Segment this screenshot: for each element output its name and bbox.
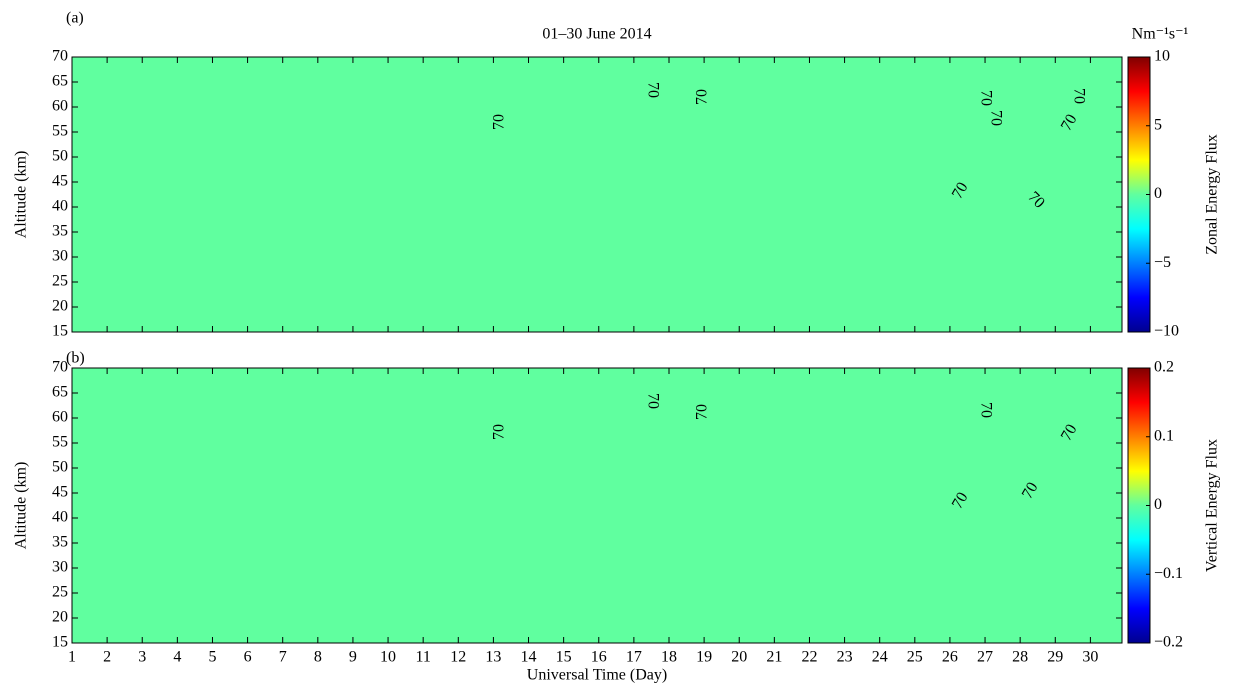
plot-frame (71, 56, 1123, 333)
y-tick-label: 25 (52, 584, 68, 601)
y-tick-label: 70 (52, 48, 68, 65)
y-axis-label: Altitude (km) (13, 151, 30, 239)
contour-label: 70 (1019, 479, 1042, 501)
y-tick-label: 50 (52, 148, 68, 165)
colorbar-tick-label: 10 (1154, 48, 1170, 65)
y-tick-label: 45 (52, 484, 68, 501)
y-tick-label: 55 (52, 123, 68, 140)
x-tick-label: 27 (977, 649, 993, 666)
y-tick-label: 15 (52, 634, 68, 651)
y-tick-label: 35 (52, 534, 68, 551)
contour-label: 70 (949, 179, 972, 201)
colorbar-label: Zonal Energy Flux (1204, 134, 1221, 255)
contour-label: 70 (491, 114, 508, 130)
colorbar-tick-label: 0.2 (1154, 359, 1174, 376)
x-tick-label: 21 (766, 649, 782, 666)
colorbar-tick-label: 0 (1154, 185, 1162, 202)
x-tick-label: 24 (872, 649, 888, 666)
x-tick-label: 12 (450, 649, 466, 666)
contour-label: 70 (949, 489, 972, 511)
y-tick-label: 45 (52, 173, 68, 190)
contour-label: 70 (694, 89, 711, 105)
y-tick-label: 40 (52, 198, 68, 215)
contour-label: 70 (1070, 88, 1087, 104)
x-tick-label: 19 (696, 649, 712, 666)
y-tick-label: 30 (52, 559, 68, 576)
colorbar-tick-label: 0 (1154, 496, 1162, 513)
contour-label: 70 (491, 424, 508, 440)
y-tick-label: 15 (52, 323, 68, 340)
panel-label: (b) (66, 350, 85, 367)
x-tick-label: 20 (731, 649, 747, 666)
x-tick-label: 11 (415, 649, 430, 666)
y-tick-label: 55 (52, 434, 68, 451)
x-tick-label: 4 (173, 649, 181, 666)
x-tick-label: 25 (907, 649, 923, 666)
x-tick-label: 1 (68, 649, 76, 666)
y-tick-label: 70 (52, 359, 68, 376)
colorbar-tick-label: −10 (1154, 323, 1179, 340)
x-tick-label: 22 (801, 649, 817, 666)
x-tick-label: 23 (837, 649, 853, 666)
colorbar-tick-label: −0.1 (1154, 565, 1183, 582)
x-tick-label: 28 (1012, 649, 1028, 666)
x-tick-label: 15 (556, 649, 572, 666)
colorbar-tick-label: −5 (1154, 254, 1171, 271)
contour-label: 70 (977, 402, 994, 418)
contour-labels: 70 70 70 70 70 70 70 70 70 70 70 70 70 7… (491, 82, 1088, 512)
x-tick-label: 3 (138, 649, 146, 666)
x-axis-label: Universal Time (Day) (527, 667, 667, 684)
chart-title: 01–30 June 2014 (542, 26, 651, 43)
colorbar-units: Nm⁻¹s⁻¹ (1132, 26, 1189, 43)
x-tick-label: 10 (380, 649, 396, 666)
y-tick-label: 65 (52, 384, 68, 401)
x-tick-label: 14 (521, 649, 537, 666)
contour-label: 70 (977, 90, 994, 106)
x-tick-label: 30 (1082, 649, 1098, 666)
y-tick-label: 65 (52, 73, 68, 90)
x-tick-label: 9 (349, 649, 357, 666)
y-tick-label: 25 (52, 273, 68, 290)
panel-label: (a) (66, 10, 84, 27)
contour-label: 70 (1058, 421, 1081, 443)
colorbar-tick-label: −0.2 (1154, 634, 1183, 651)
x-tick-label: 2 (103, 649, 111, 666)
colorbar-tick-label: 5 (1154, 116, 1162, 133)
y-tick-label: 20 (52, 298, 68, 315)
x-tick-label: 7 (279, 649, 287, 666)
x-tick-label: 17 (626, 649, 642, 666)
contour-label: 70 (694, 404, 711, 420)
contour-label: 70 (644, 393, 661, 409)
x-tick-label: 18 (661, 649, 677, 666)
x-tick-label: 29 (1047, 649, 1063, 666)
x-tick-label: 16 (591, 649, 607, 666)
contour-label: 70 (1058, 111, 1081, 133)
x-tick-label: 5 (208, 649, 216, 666)
y-tick-label: 50 (52, 459, 68, 476)
x-tick-label: 13 (485, 649, 501, 666)
colorbar-tick-label: 0.1 (1154, 427, 1174, 444)
heatmap-field (72, 57, 1122, 332)
y-tick-label: 60 (52, 409, 68, 426)
y-tick-label: 30 (52, 248, 68, 265)
y-tick-label: 40 (52, 509, 68, 526)
plot-frame (71, 367, 1123, 644)
x-tick-label: 8 (314, 649, 322, 666)
y-axis-label: Altitude (km) (13, 462, 30, 550)
colorbar-label: Vertical Energy Flux (1204, 439, 1221, 572)
contour-label: 70 (644, 82, 661, 98)
x-tick-label: 6 (244, 649, 252, 666)
y-tick-label: 60 (52, 98, 68, 115)
x-tick-label: 26 (942, 649, 958, 666)
heatmap-field (72, 368, 1122, 643)
y-tick-label: 20 (52, 609, 68, 626)
contour-label: 70 (987, 110, 1004, 126)
y-tick-label: 35 (52, 223, 68, 240)
